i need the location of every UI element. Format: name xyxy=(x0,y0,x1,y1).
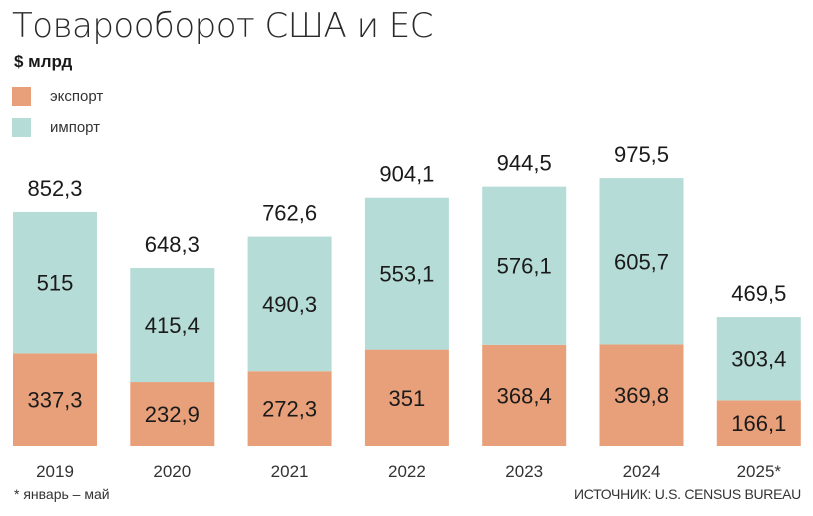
value-label-import-2025: 303,4 xyxy=(731,347,786,372)
value-label-import-2021: 490,3 xyxy=(262,292,317,317)
x-tick-label-2022: 2022 xyxy=(388,462,426,481)
total-label-2022: 904,1 xyxy=(379,162,434,187)
bar-import-2023 xyxy=(482,186,567,345)
value-label-import-2020: 415,4 xyxy=(145,313,200,338)
total-label-2019: 852,3 xyxy=(27,176,82,201)
value-label-import-2019: 515 xyxy=(37,271,74,296)
value-label-export-2021: 272,3 xyxy=(262,397,317,422)
legend-item-export: экспорт xyxy=(12,87,103,106)
value-label-import-2024: 605,7 xyxy=(614,249,669,274)
x-tick-label-2019: 2019 xyxy=(36,462,74,481)
x-tick-label-2023: 2023 xyxy=(505,462,543,481)
total-label-2025: 469,5 xyxy=(731,281,786,306)
total-label-2023: 944,5 xyxy=(497,151,552,176)
legend-label-import: импорт xyxy=(50,119,101,136)
x-tick-label-2020: 2020 xyxy=(153,462,191,481)
bar-import-2022 xyxy=(364,197,449,350)
bar-export-2021 xyxy=(247,371,332,446)
x-tick-label-2024: 2024 xyxy=(623,462,661,481)
x-tick-label-2021: 2021 xyxy=(271,462,309,481)
value-label-import-2022: 553,1 xyxy=(379,262,434,287)
value-label-export-2023: 368,4 xyxy=(497,383,552,408)
value-label-export-2024: 369,8 xyxy=(614,383,669,408)
bar-import-2021 xyxy=(247,236,332,372)
bar-export-2020 xyxy=(130,382,215,446)
bar-import-2024 xyxy=(599,178,684,345)
legend-swatch-export xyxy=(12,87,31,106)
bar-export-2019 xyxy=(13,353,97,446)
legend-label-export: экспорт xyxy=(50,88,104,105)
total-label-2024: 975,5 xyxy=(614,142,669,167)
bar-import-2025 xyxy=(716,317,801,401)
value-label-export-2020: 232,9 xyxy=(145,402,200,427)
value-label-import-2023: 576,1 xyxy=(497,254,552,279)
total-label-2021: 762,6 xyxy=(262,201,317,226)
chart-title: Товарооборот США и ЕС xyxy=(12,6,434,46)
bar-import-2020 xyxy=(130,267,215,383)
bar-export-2023 xyxy=(482,344,567,446)
bar-export-2024 xyxy=(599,344,684,446)
x-tick-label-2025: 2025* xyxy=(737,462,782,481)
bar-import-2019 xyxy=(13,211,97,354)
legend-swatch-import xyxy=(12,118,31,137)
bar-export-2022 xyxy=(364,349,449,446)
value-label-export-2022: 351 xyxy=(389,386,426,411)
total-label-2020: 648,3 xyxy=(145,232,200,257)
value-label-export-2025: 166,1 xyxy=(731,411,786,436)
footnote: * январь – май xyxy=(14,486,110,502)
legend-item-import: импорт xyxy=(12,118,100,137)
value-label-export-2019: 337,3 xyxy=(27,388,82,413)
source-note: ИСТОЧНИК: U.S. CENSUS BUREAU xyxy=(574,486,801,502)
unit-label: $ млрд xyxy=(14,52,73,71)
bar-export-2025 xyxy=(716,400,801,446)
